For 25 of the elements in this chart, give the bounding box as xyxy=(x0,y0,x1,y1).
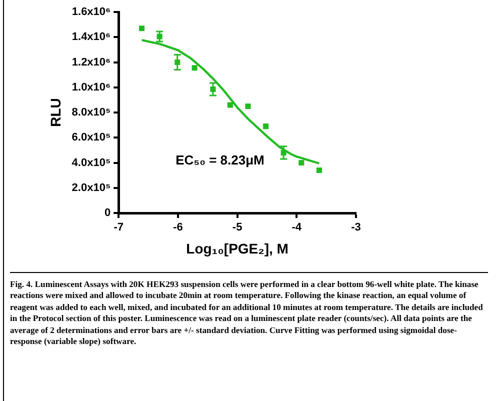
y-tick-label: 0 xyxy=(104,207,111,220)
x-tick-label: -3 xyxy=(351,222,361,234)
caption: Fig. 4. Luminescent Assays with 20K HEK293 suspension cells were performed in a clear bottom 96-well white plate. The kinase reactions were mixed and allowed to incubate 20min at room temperature. Following the kinase reaction, an equal volume of reagent was added to each well, mixed, and incubated for an additional 10 minutes at room temperature. The details are included in the Protocol section of this poster. Luminescence was read on a luminescent plate reader (counts/sec). All data points are the average of 2 determinations and error bars are +/- standard deviation. Curve Fitting was performed using sigmoidal dose-response (variable slope) software. xyxy=(10,272,488,348)
y-tick-label: 1.4x10⁶ xyxy=(72,31,111,44)
y-tick-label: 4.0x10⁵ xyxy=(72,156,111,169)
point xyxy=(298,160,304,166)
y-tick-label: 1.0x10⁶ xyxy=(72,81,111,94)
x-tick-label: -7 xyxy=(114,222,124,234)
x-axis-title: Log₁₀[PGE₂], M xyxy=(186,240,288,256)
point xyxy=(316,168,322,174)
y-tick-label: 2.0x10⁵ xyxy=(72,182,111,194)
point xyxy=(138,26,145,32)
y-tick-label: 1.6x10⁶ xyxy=(72,6,111,18)
x-tick-label: -5 xyxy=(232,222,242,234)
annotation: EC₅₀ = 8.23μM xyxy=(176,152,264,168)
point xyxy=(227,102,233,108)
point xyxy=(263,124,269,130)
point xyxy=(192,65,198,71)
y-tick-label: 6.0x10⁵ xyxy=(72,132,111,144)
x-tick-label: -6 xyxy=(173,222,183,234)
point xyxy=(245,103,251,109)
y-tick-label: 8.0x10⁵ xyxy=(72,106,111,119)
y-axis-title: RLU xyxy=(47,98,64,127)
y-tick-label: 1.2x10⁶ xyxy=(72,56,111,68)
x-tick-label: -4 xyxy=(292,222,302,234)
